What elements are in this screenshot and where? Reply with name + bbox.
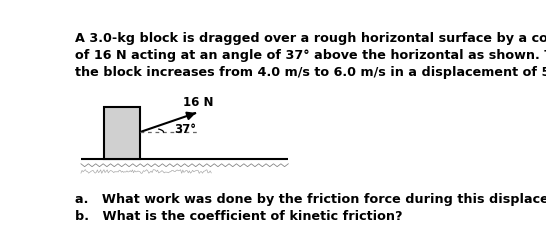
Bar (104, 107, 140, 159)
Text: 37°: 37° (174, 123, 197, 136)
Text: A 3.0-kg block is dragged over a rough horizontal surface by a constant force
of: A 3.0-kg block is dragged over a rough h… (75, 32, 546, 79)
Text: b.   What is the coefficient of kinetic friction?: b. What is the coefficient of kinetic fr… (75, 210, 402, 223)
Text: a.   What work was done by the friction force during this displacement?: a. What work was done by the friction fo… (75, 193, 546, 206)
Text: 16 N: 16 N (183, 96, 213, 109)
